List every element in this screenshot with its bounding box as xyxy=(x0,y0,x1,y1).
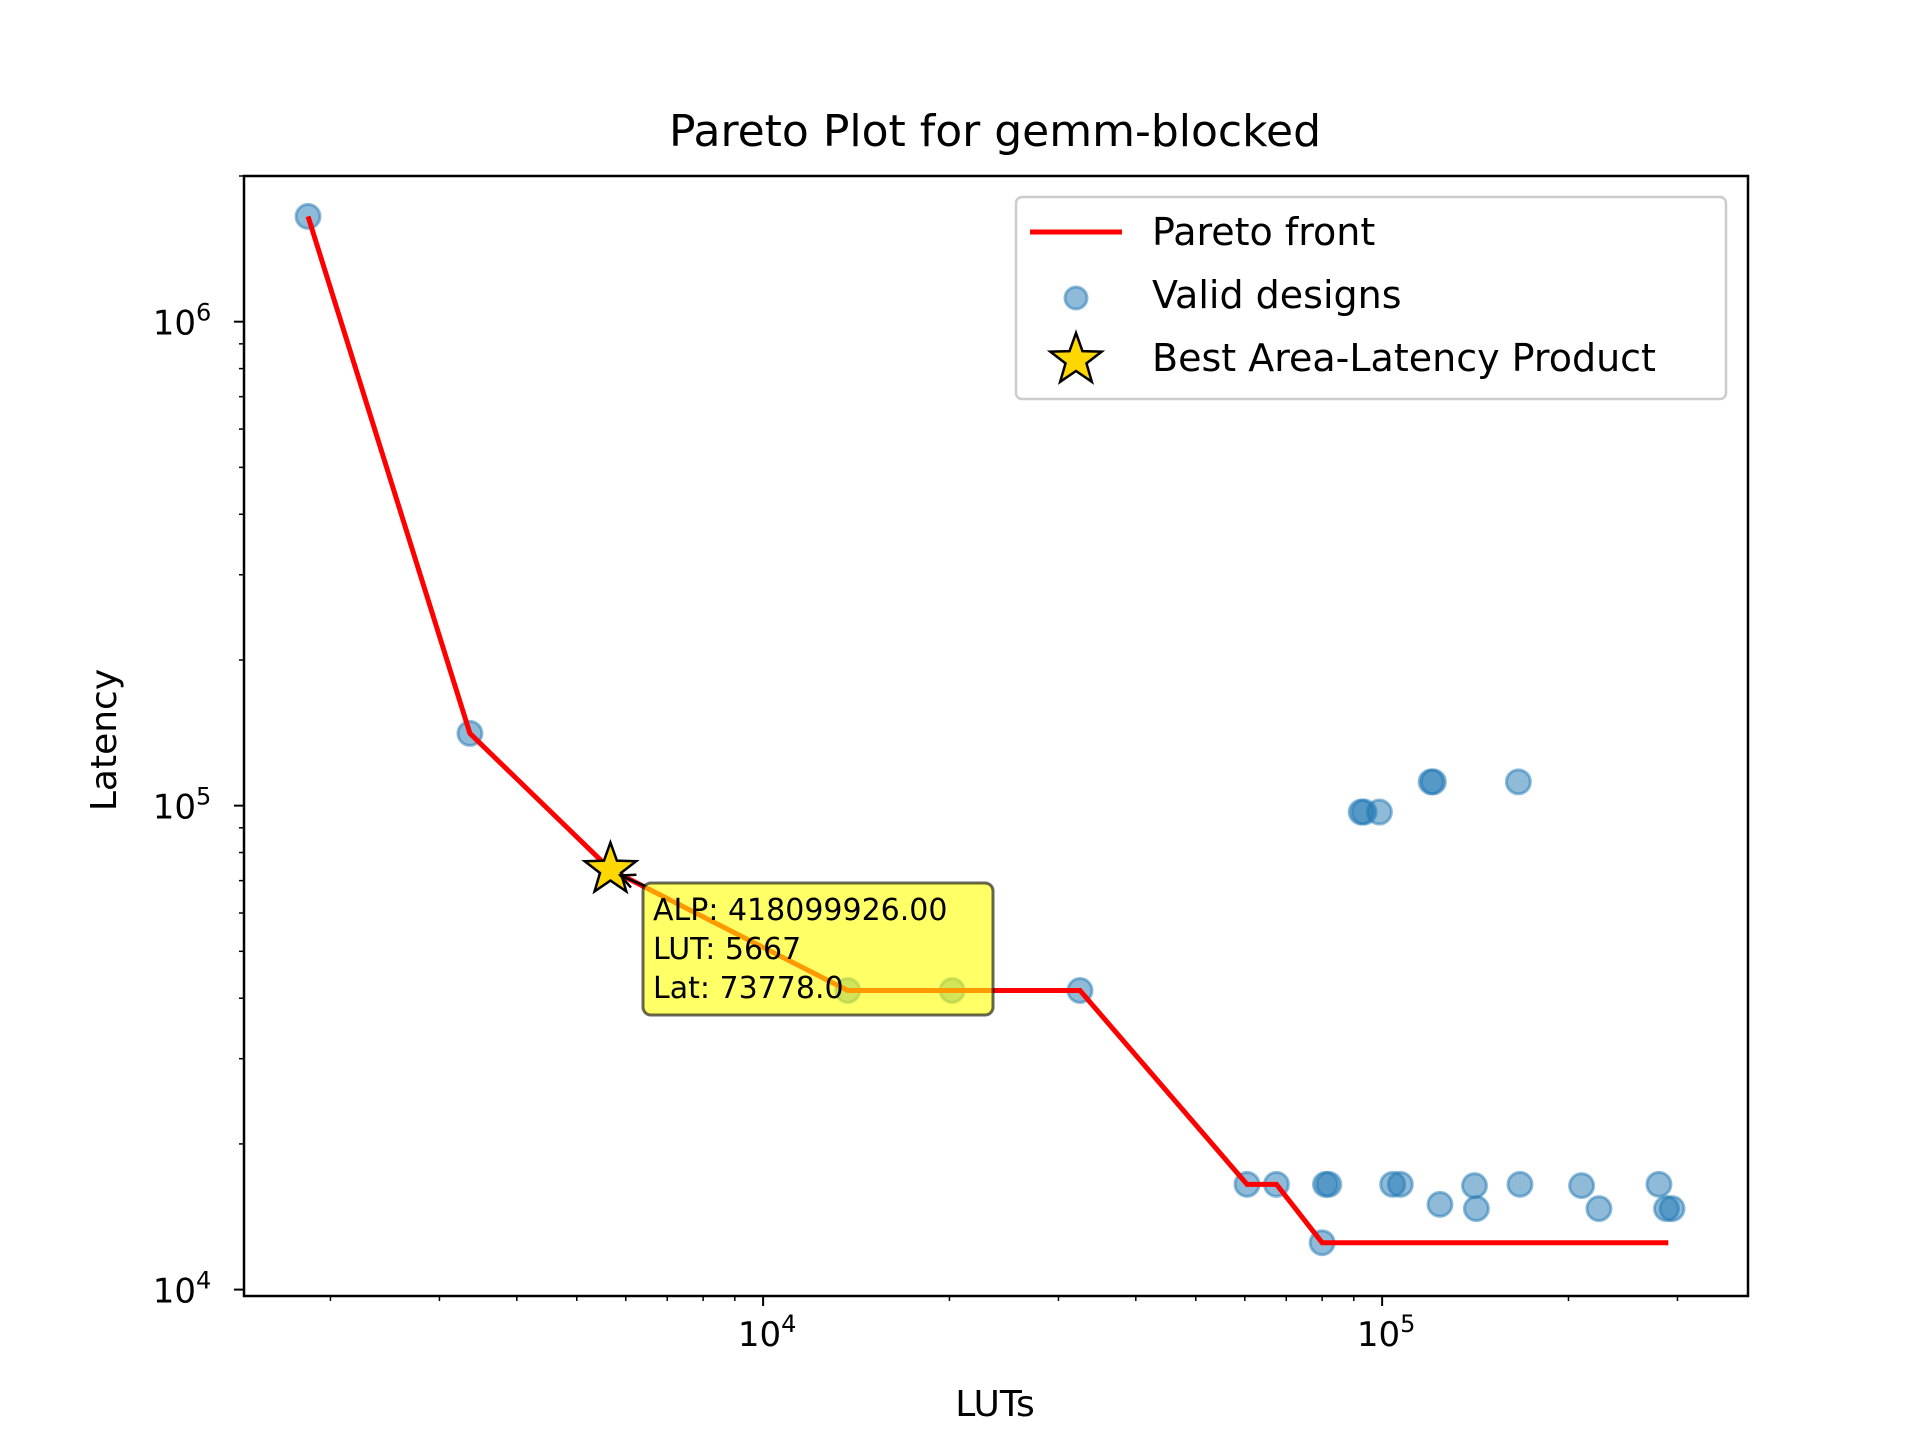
y-tick-label-2: 106 xyxy=(153,299,212,344)
scatter-point-15 xyxy=(1506,1170,1534,1198)
y-tick-label-1: 105 xyxy=(153,783,212,828)
best-alp-star xyxy=(581,838,640,895)
scatter-point-14 xyxy=(1462,1195,1490,1223)
scatter-point-13 xyxy=(1460,1172,1488,1200)
scatter-point-18 xyxy=(1645,1170,1673,1198)
x-tick-label-1: 105 xyxy=(1357,1310,1416,1355)
annotation-arrowhead xyxy=(617,873,637,889)
plot-frame xyxy=(242,174,1750,1298)
scatter-point-11 xyxy=(1386,1170,1414,1198)
pareto-front-line xyxy=(305,215,1669,1246)
annotation-line-lat: Lat: 73778.0 xyxy=(653,971,844,1006)
scatter-point-9 xyxy=(1315,1170,1343,1198)
x-tick-label-0: 104 xyxy=(738,1310,797,1355)
scatter-point-25 xyxy=(1419,768,1447,796)
scatter-point-12 xyxy=(1426,1190,1454,1218)
y-axis-label: Latency xyxy=(84,669,125,811)
x-axis-label: LUTs xyxy=(955,1384,1034,1425)
legend-entry-pareto: Pareto front xyxy=(1152,210,1375,254)
y-tick-label-0: 104 xyxy=(153,1267,212,1312)
chart-title: Pareto Plot for gemm-blocked xyxy=(669,106,1321,157)
legend-frame xyxy=(1014,195,1728,401)
scatter-point-23 xyxy=(1365,798,1393,826)
scatter-point-17 xyxy=(1585,1195,1613,1223)
ticks-layer: 104 105 104 105 106 xyxy=(153,175,1679,1355)
legend-entry-valid: Valid designs xyxy=(1152,273,1402,317)
annotation-line-alp: ALP: 418099926.00 xyxy=(653,893,947,928)
legend-star-icon xyxy=(1046,329,1106,385)
annotation-arrow xyxy=(619,874,646,888)
scatter-point-16 xyxy=(1568,1172,1596,1200)
scatter-point-20 xyxy=(1658,1195,1686,1223)
annotation-box xyxy=(641,881,995,1017)
legend-valid-swatch xyxy=(1063,285,1089,311)
scatter-point-26 xyxy=(1504,768,1532,796)
alp-annotation: ALP: 418099926.00 LUT: 5667 Lat: 73778.0 xyxy=(617,873,995,1017)
legend-entry-best: Best Area-Latency Product xyxy=(1152,336,1656,380)
legend: Pareto front Valid designs Best Area-Lat… xyxy=(1014,195,1728,401)
annotation-line-lut: LUT: 5667 xyxy=(653,932,801,967)
